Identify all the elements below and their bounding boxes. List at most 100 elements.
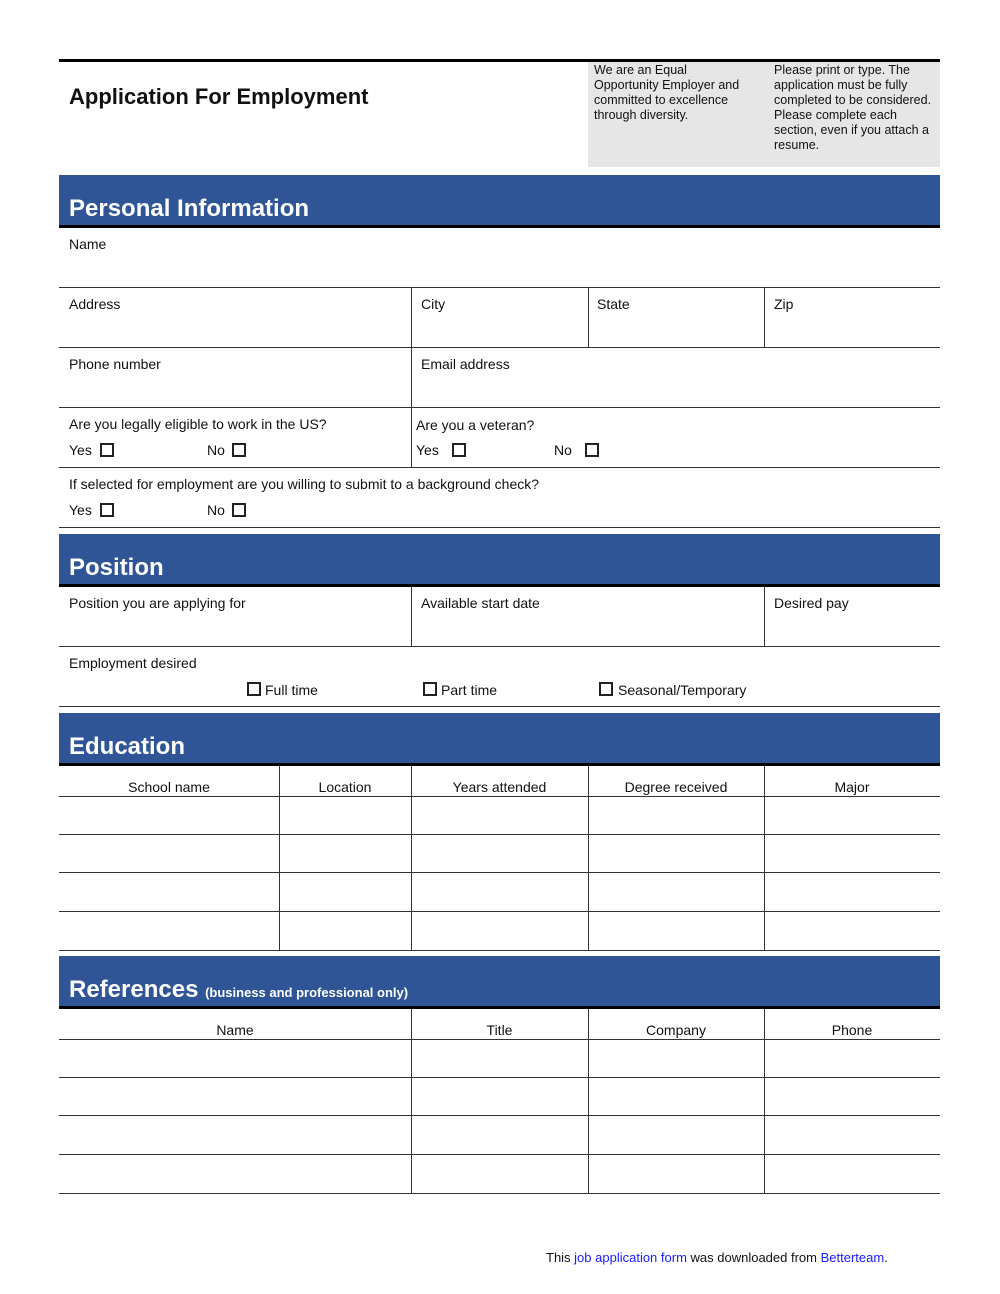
full-time-label: Full time [265,682,318,698]
table-cell-input[interactable] [764,835,940,872]
city-field[interactable]: City [421,296,446,312]
column-header: Title [486,1022,513,1038]
column-header: Location [318,779,372,795]
column-line [764,766,765,950]
footer-text: This [546,1250,575,1265]
row-line [59,911,940,912]
table-cell-input[interactable] [59,835,279,872]
background-no-checkbox[interactable] [232,503,246,517]
notes-box [588,62,940,167]
eligible-yes-checkbox[interactable] [100,443,114,457]
table-cell-input[interactable] [279,873,411,911]
desired-pay-field[interactable]: Desired pay [774,595,849,611]
table-cell-input[interactable] [764,873,940,911]
email-field[interactable]: Email address [421,356,510,372]
table-cell-input[interactable] [59,873,279,911]
section-title: References [69,976,199,1003]
background-yes-checkbox[interactable] [100,503,114,517]
column-header: Years attended [452,779,547,795]
yes-label: Yes [69,442,92,458]
table-cell-input[interactable] [764,1040,940,1077]
table-cell-input[interactable] [411,797,588,834]
section-title: Personal Information [69,195,310,222]
table-cell-input[interactable] [279,912,411,950]
table-cell-input[interactable] [588,912,764,950]
row-line [59,796,940,797]
yes-label: Yes [69,502,92,518]
part-time-checkbox[interactable] [423,682,437,696]
job-application-form-link[interactable]: job application form [574,1250,687,1265]
address-field[interactable]: Address [69,296,121,312]
table-cell-input[interactable] [279,797,411,834]
column-header: Name [216,1022,254,1038]
table-cell-input[interactable] [588,797,764,834]
veteran-no-checkbox[interactable] [585,443,599,457]
row-line [59,1077,940,1078]
instructions-note: Please print or type. The application mu… [774,63,932,152]
column-header: Phone [831,1022,873,1038]
column-header: School name [128,779,210,795]
section-subtitle: (business and professional only) [205,985,409,1000]
table-cell-input[interactable] [411,1040,588,1077]
no-label: No [207,502,225,518]
column-header: Company [646,1022,706,1038]
table-cell-input[interactable] [59,1116,411,1154]
start-date-field[interactable]: Available start date [421,595,540,611]
table-cell-input[interactable] [411,1078,588,1115]
table-cell-input[interactable] [411,835,588,872]
table-cell-input[interactable] [588,1040,764,1077]
table-cell-input[interactable] [764,1078,940,1115]
table-cell-input[interactable] [588,1155,764,1193]
table-cell-input[interactable] [764,1116,940,1154]
table-cell-input[interactable] [764,797,940,834]
footer-text: was downloaded from [686,1250,821,1265]
table-cell-input[interactable] [764,912,940,950]
divider [59,225,940,228]
part-time-label: Part time [441,682,498,698]
table-cell-input[interactable] [411,873,588,911]
no-label: No [207,442,225,458]
section-position: Position [59,534,940,584]
table-cell-input[interactable] [411,1155,588,1193]
table-cell-input[interactable] [764,1155,940,1193]
column-line [588,1009,589,1193]
seasonal-label: Seasonal/Temporary [618,682,747,698]
zip-field[interactable]: Zip [774,296,794,312]
row-line [59,1115,940,1116]
table-cell-input[interactable] [59,1040,411,1077]
table-cell-input[interactable] [59,1078,411,1115]
table-cell-input[interactable] [588,1078,764,1115]
section-title: Position [69,554,164,581]
row-line [59,1193,940,1194]
table-cell-input[interactable] [411,1116,588,1154]
table-cell-input[interactable] [588,873,764,911]
column-line [588,766,589,950]
section-references: References (business and professional on… [59,956,940,1006]
row-line [59,834,940,835]
betterteam-link[interactable]: Betterteam [820,1250,885,1265]
name-field[interactable]: Name [69,236,107,252]
page-title: Application For Employment [69,84,369,109]
section-education: Education [59,713,940,763]
position-field[interactable]: Position you are applying for [69,595,246,611]
veteran-yes-checkbox[interactable] [452,443,466,457]
column-header: Major [834,779,870,795]
section-personal-information: Personal Information [59,175,940,225]
eligible-no-checkbox[interactable] [232,443,246,457]
section-title: Education [69,733,186,760]
phone-field[interactable]: Phone number [69,356,161,372]
table-cell-input[interactable] [588,835,764,872]
no-label: No [554,442,572,458]
yes-label: Yes [416,442,439,458]
full-time-checkbox[interactable] [247,682,261,696]
table-cell-input[interactable] [59,1155,411,1193]
table-cell-input[interactable] [411,912,588,950]
table-cell-input[interactable] [59,797,279,834]
table-cell-input[interactable] [588,1116,764,1154]
state-field[interactable]: State [597,296,630,312]
row-line [59,1039,940,1040]
table-cell-input[interactable] [279,835,411,872]
table-cell-input[interactable] [59,912,279,950]
seasonal-checkbox[interactable] [599,682,613,696]
row-line [59,1154,940,1155]
